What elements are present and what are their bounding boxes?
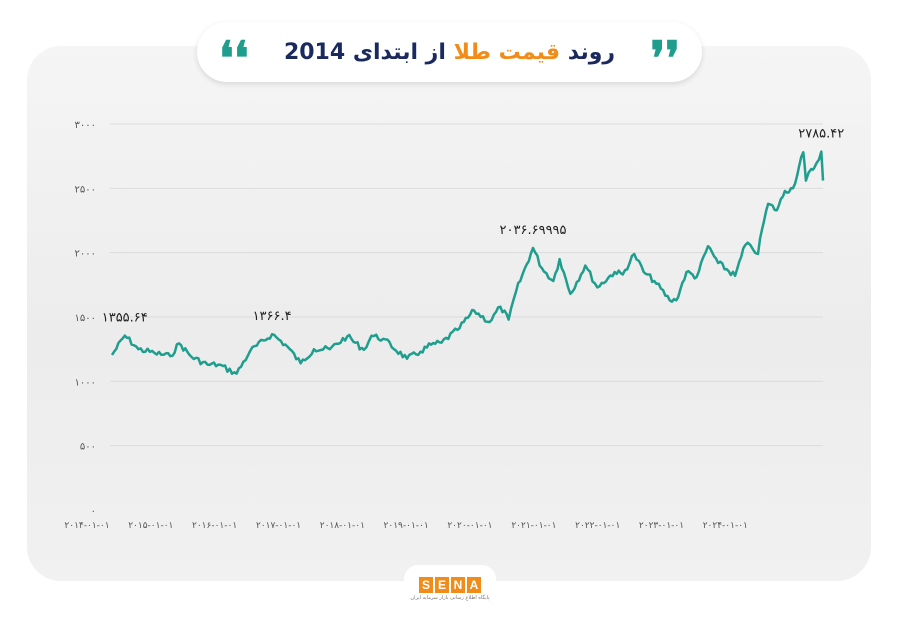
logo-subtitle: پایگاه اطلاع رسانی بازار سرمایه ایران [410,595,490,601]
grid-lines [110,123,823,447]
x-tick-label: ۲۰۱۶-۰۱-۰۱ [192,521,237,531]
open-quote-icon: ❛❛ [219,31,249,85]
annotations: ۱۳۵۵.۶۴ ۱۳۶۶.۴ ۲۰۳۶.۶۹۹۹۵ ۲۷۸۵.۴۲ [102,127,845,326]
close-quote-icon: ❜❜ [650,31,680,85]
y-tick-label: ۲۰۰۰ [75,249,96,260]
y-tick-label: ۱۰۰۰ [75,377,96,388]
x-tick-label: ۲۰۱۷-۰۱-۰۱ [256,521,301,531]
x-tick-label: ۲۰۲۰-۰۱-۰۱ [447,521,492,531]
x-tick-label: ۲۰۱۹-۰۱-۰۱ [384,521,429,531]
x-tick-label: ۲۰۱۴-۰۱-۰۱ [64,521,109,531]
data-label: ۲۷۸۵.۴۲ [798,127,844,142]
data-label: ۱۳۶۶.۴ [253,309,292,324]
data-label: ۱۳۵۵.۶۴ [102,311,148,326]
title-part-1: روند [567,39,616,65]
page-title: روند قیمت طلا از ابتدای 2014 [284,40,615,65]
y-tick-label: ۰ [91,506,96,517]
series-line-gold-price [110,150,825,375]
title-part-2: قیمت طلا [453,39,561,65]
data-label: ۲۰۳۶.۶۹۹۹۵ [500,223,567,238]
x-axis: ۲۰۱۴-۰۱-۰۱ ۲۰۱۵-۰۱-۰۱ ۲۰۱۶-۰۱-۰۱ ۲۰۱۷-۰۱-۰۱… [64,521,747,531]
y-tick-label: ۲۵۰۰ [75,184,96,195]
y-tick-label: ۱۵۰۰ [75,313,96,324]
logo-letter: A [467,577,481,593]
y-tick-label: ۵۰۰ [80,442,96,453]
title-pill: ❛❛ روند قیمت طلا از ابتدای 2014 ❜❜ [197,22,702,85]
logo-letter: N [451,577,465,593]
y-tick-label: ۳۰۰۰ [75,120,96,131]
x-tick-label: ۲۰۱۵-۰۱-۰۱ [128,521,173,531]
y-axis: ۰ ۵۰۰ ۱۰۰۰ ۱۵۰۰ ۲۰۰۰ ۲۵۰۰ ۳۰۰۰ [75,120,96,517]
sena-logo: S E N A پایگاه اطلاع رسانی بازار سرمایه … [404,565,496,613]
title-part-3: از ابتدای 2014 [283,39,446,65]
x-tick-label: ۲۰۲۳-۰۱-۰۱ [639,521,684,531]
x-tick-label: ۲۰۲۲-۰۱-۰۱ [575,521,620,531]
logo-letter: E [435,577,449,593]
x-tick-label: ۲۰۲۱-۰۱-۰۱ [511,521,556,531]
logo-letter: S [419,577,433,593]
chart-card [27,46,871,581]
x-tick-label: ۲۰۱۸-۰۱-۰۱ [320,521,365,531]
x-tick-label: ۲۰۲۴-۰۱-۰۱ [703,521,748,531]
